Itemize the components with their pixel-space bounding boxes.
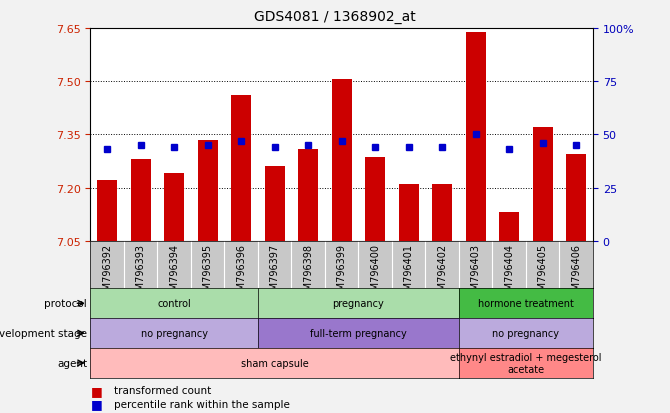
Text: agent: agent <box>57 358 87 368</box>
Text: GSM796392: GSM796392 <box>103 244 112 303</box>
Text: no pregnancy: no pregnancy <box>492 328 559 338</box>
Bar <box>131 160 151 241</box>
Text: GSM796400: GSM796400 <box>371 244 380 302</box>
Bar <box>432 185 452 241</box>
Bar <box>198 140 218 241</box>
Text: sham capsule: sham capsule <box>241 358 309 368</box>
Bar <box>332 80 352 241</box>
Bar <box>164 174 184 241</box>
Text: hormone treatment: hormone treatment <box>478 299 574 309</box>
Bar <box>499 213 519 241</box>
Text: transformed count: transformed count <box>114 385 211 395</box>
Text: GSM796396: GSM796396 <box>237 244 246 302</box>
Text: percentile rank within the sample: percentile rank within the sample <box>114 399 289 409</box>
Text: GSM796404: GSM796404 <box>505 244 514 302</box>
Text: ethynyl estradiol + megesterol
acetate: ethynyl estradiol + megesterol acetate <box>450 352 602 374</box>
Bar <box>231 96 251 241</box>
Text: GSM796395: GSM796395 <box>203 244 212 303</box>
Text: GSM796405: GSM796405 <box>538 244 547 303</box>
Text: GDS4081 / 1368902_at: GDS4081 / 1368902_at <box>254 10 416 24</box>
Text: ■: ■ <box>90 384 103 397</box>
Bar <box>466 33 486 241</box>
Text: pregnancy: pregnancy <box>332 299 385 309</box>
Bar <box>298 149 318 241</box>
Text: GSM796393: GSM796393 <box>136 244 145 302</box>
Bar <box>365 158 385 241</box>
Bar <box>566 154 586 241</box>
Text: GSM796394: GSM796394 <box>170 244 179 302</box>
Text: control: control <box>157 299 191 309</box>
Text: development stage: development stage <box>0 328 87 338</box>
Text: GSM796403: GSM796403 <box>471 244 480 302</box>
Text: GSM796398: GSM796398 <box>304 244 313 302</box>
Bar <box>533 128 553 241</box>
Text: GSM796399: GSM796399 <box>337 244 346 302</box>
Text: full-term pregnancy: full-term pregnancy <box>310 328 407 338</box>
Text: ■: ■ <box>90 397 103 411</box>
Text: no pregnancy: no pregnancy <box>141 328 208 338</box>
Text: GSM796401: GSM796401 <box>404 244 413 302</box>
Text: GSM796406: GSM796406 <box>572 244 581 302</box>
Text: protocol: protocol <box>44 299 87 309</box>
Bar <box>265 167 285 241</box>
Text: GSM796397: GSM796397 <box>270 244 279 303</box>
Bar <box>97 181 117 241</box>
Bar <box>399 185 419 241</box>
Text: GSM796402: GSM796402 <box>438 244 447 303</box>
